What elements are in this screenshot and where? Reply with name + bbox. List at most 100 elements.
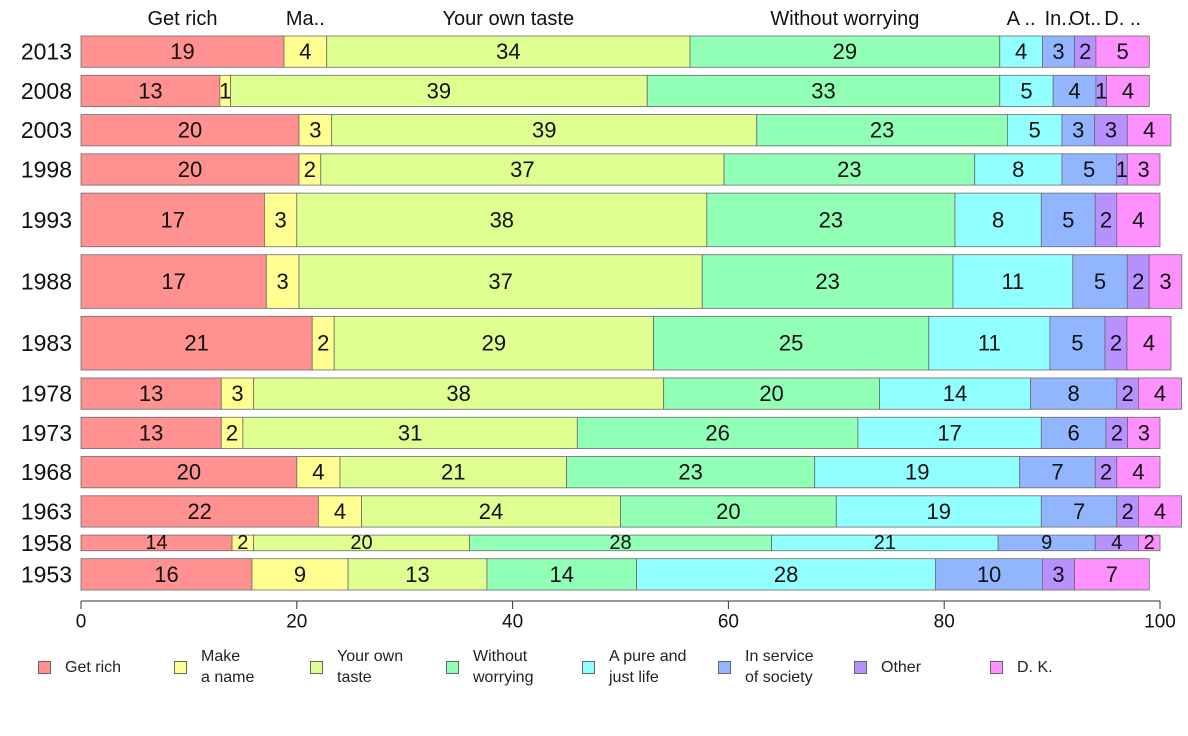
data-label: 11 xyxy=(978,331,1001,356)
data-label: 3 xyxy=(1052,562,1064,587)
bar-segment xyxy=(646,74,1001,107)
year-label: 1958 xyxy=(21,530,72,556)
year-label: 1998 xyxy=(21,156,72,182)
bar-segment xyxy=(298,254,703,309)
legend-swatch xyxy=(582,660,595,674)
bar-segment xyxy=(1116,192,1161,248)
bar-segment xyxy=(706,192,956,248)
data-label: 19 xyxy=(927,499,951,524)
bar-segment xyxy=(952,254,1074,309)
bar-segment xyxy=(264,192,298,248)
data-label: 4 xyxy=(1154,381,1166,406)
data-label: 23 xyxy=(819,207,843,232)
bar-segment xyxy=(1040,495,1118,528)
bar-segment xyxy=(928,315,1051,371)
bar-segment xyxy=(1007,114,1063,147)
legend-swatch xyxy=(718,660,731,674)
data-label: 17 xyxy=(160,207,184,232)
data-label: 4 xyxy=(1015,39,1027,64)
data-label: 20 xyxy=(759,381,783,406)
bar-segment xyxy=(566,456,816,489)
data-label: 3 xyxy=(277,269,289,294)
bar-segment xyxy=(701,254,954,309)
data-label: 7 xyxy=(1106,562,1118,587)
data-label: 20 xyxy=(177,460,201,485)
data-label: 21 xyxy=(184,331,208,356)
bar-segment xyxy=(1094,114,1128,147)
x-tick-label: 0 xyxy=(76,612,87,633)
bar-segment xyxy=(1030,377,1118,410)
legend-label: D. K. xyxy=(1017,659,1053,676)
bar-segment xyxy=(1040,192,1096,248)
data-label: 21 xyxy=(441,460,465,485)
bar-segment xyxy=(1040,416,1107,449)
bar-segment xyxy=(974,153,1063,186)
year-label: 2003 xyxy=(21,117,72,143)
bar-segment xyxy=(1061,114,1096,147)
bar-segment xyxy=(879,377,1031,410)
bar-segment xyxy=(320,153,725,186)
bar-segment xyxy=(242,416,578,449)
legend-label: In service of society xyxy=(745,648,814,686)
year-label: 2008 xyxy=(21,78,72,104)
data-label: 8 xyxy=(1012,157,1024,182)
bar-segment xyxy=(486,558,637,591)
bar-segment xyxy=(80,558,253,591)
data-label: 8 xyxy=(992,207,1004,232)
bar-segment xyxy=(251,558,349,591)
data-label: 17 xyxy=(161,269,185,294)
data-label: 23 xyxy=(837,157,861,182)
bar-segment xyxy=(347,558,488,591)
bar-segment xyxy=(283,35,328,68)
year-label: 2013 xyxy=(21,39,72,65)
bar-segment xyxy=(1106,74,1150,107)
year-label: 1993 xyxy=(21,207,72,233)
legend-item: In service of society xyxy=(718,646,813,688)
bar-segment xyxy=(1148,254,1183,309)
data-label: 5 xyxy=(1094,269,1106,294)
bar-segment xyxy=(80,254,267,309)
data-label: 9 xyxy=(294,562,306,587)
x-tick-label: 40 xyxy=(502,612,523,633)
data-label: 5 xyxy=(1020,78,1032,103)
data-label: 33 xyxy=(811,78,835,103)
bar-segment xyxy=(1126,114,1172,147)
data-label: 3 xyxy=(1105,118,1117,143)
data-label: 13 xyxy=(139,420,163,445)
data-label: 39 xyxy=(532,118,556,143)
data-label: 22 xyxy=(187,499,211,524)
data-label: 20 xyxy=(178,157,202,182)
data-label: 6 xyxy=(1068,420,1080,445)
data-label: 24 xyxy=(479,499,503,524)
data-label: 2 xyxy=(1100,460,1112,485)
data-label: 1 xyxy=(1116,157,1128,182)
bar-segment xyxy=(361,495,621,528)
bar-segment xyxy=(80,377,222,410)
legend-label: Other xyxy=(881,659,922,676)
year-label: 1978 xyxy=(21,381,72,407)
bar-segment xyxy=(999,74,1054,107)
data-label: 4 xyxy=(1132,207,1144,232)
bar-segment xyxy=(1061,153,1117,186)
bar-segment xyxy=(1116,456,1161,489)
year-label: 1963 xyxy=(21,498,72,524)
legend-swatch xyxy=(854,661,867,674)
data-label: 10 xyxy=(977,562,1001,587)
year-label: 1953 xyxy=(21,561,72,587)
x-tick-label: 100 xyxy=(1144,612,1176,633)
data-label: 4 xyxy=(1143,118,1155,143)
data-label: 1 xyxy=(219,78,231,103)
bar-segment xyxy=(296,192,708,248)
legend-swatch xyxy=(38,661,51,674)
year-label: 1973 xyxy=(21,420,72,446)
legend-item: D. K. xyxy=(990,657,1053,678)
data-label: 5 xyxy=(1062,207,1074,232)
data-label: 13 xyxy=(138,78,162,103)
top-category-label: A .. xyxy=(1007,8,1036,30)
top-category-label: Without worrying xyxy=(770,8,919,30)
bar-segment xyxy=(80,416,222,449)
data-label: 4 xyxy=(312,460,324,485)
bar-segment xyxy=(814,456,1021,489)
data-label: 3 xyxy=(309,118,321,143)
top-category-label: Get rich xyxy=(147,8,217,30)
